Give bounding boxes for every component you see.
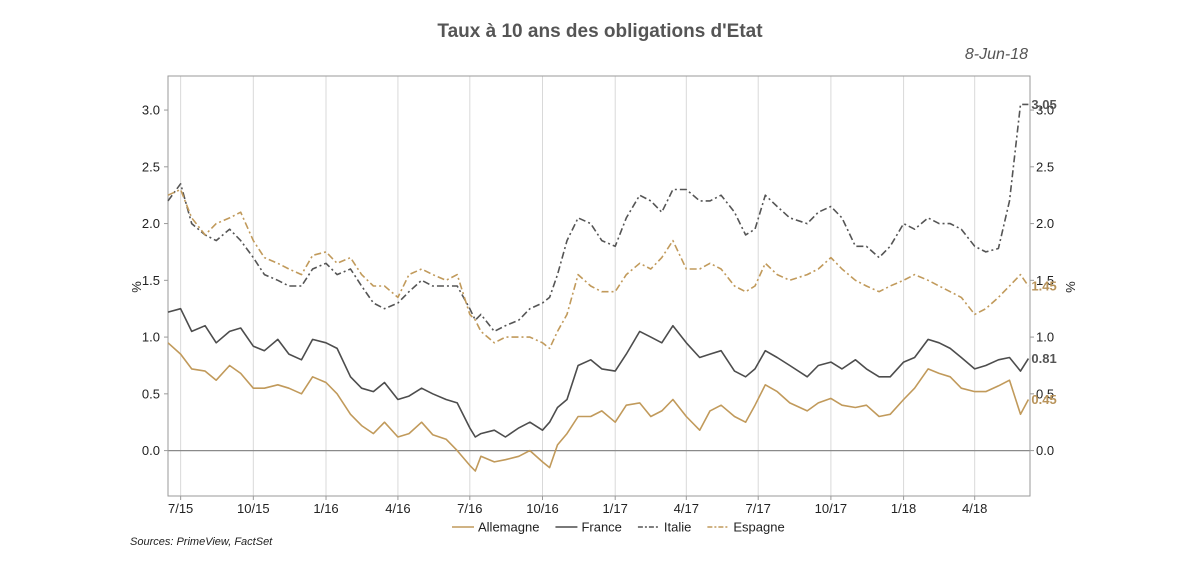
y-tick-label-right: 3.0: [1036, 103, 1054, 118]
series-line-allemagne: [167, 342, 1030, 472]
gridlines: [180, 76, 976, 496]
x-tick-label: 4/17: [674, 501, 699, 516]
plot-frame: [167, 75, 1031, 497]
x-tick-label: 10/15: [237, 501, 270, 516]
y-tick-label-left: 2.0: [142, 216, 160, 231]
legend: Allemagne France Italie Espagne: [452, 520, 785, 535]
legend-label-espagne: Espagne: [733, 520, 784, 535]
x-tick-label: 10/16: [526, 501, 559, 516]
series-line-italie: [167, 103, 1029, 333]
y-tick-label-left: 1.5: [142, 273, 160, 288]
x-tick-label: 4/16: [385, 501, 410, 516]
end-label-italie: 3.05: [1031, 97, 1056, 112]
y-tick-label-left: 1.0: [142, 330, 160, 345]
x-tick-label: 7/16: [457, 501, 482, 516]
y-tick-label-right: 1.0: [1036, 330, 1054, 345]
x-tick-label: 4/18: [962, 501, 987, 516]
x-tick-label: 10/17: [815, 501, 848, 516]
y-tick-label-right: 0.0: [1036, 443, 1054, 458]
y-tick-label-left: 2.5: [142, 159, 160, 174]
y-axis-label-right: %: [1063, 281, 1078, 293]
series-layer: [167, 103, 1030, 472]
series-line-france: [167, 307, 1030, 438]
y-tick-label-right: 2.5: [1036, 159, 1054, 174]
chart-date: 8-Jun-18: [965, 46, 1028, 63]
y-tick-label-right: 1.5: [1036, 273, 1054, 288]
legend-label-italie: Italie: [664, 520, 691, 535]
y-tick-label-right: 2.0: [1036, 216, 1054, 231]
y-tick-label-left: 3.0: [142, 103, 160, 118]
x-tick-label: 1/18: [891, 501, 916, 516]
y-tick-label-left: 0.0: [142, 443, 160, 458]
source-note: Sources: PrimeView, FactSet: [130, 536, 273, 548]
chart-title: Taux à 10 ans des obligations d'Etat: [437, 21, 763, 42]
ticks-layer: 7/15 10/15 1/16 4/16 7/16 10/16 1/17 4/17 7/17 10…: [142, 103, 1054, 516]
y-axis-label-left: %: [129, 281, 144, 293]
y-tick-label-left: 0.5: [142, 386, 160, 401]
legend-label-france: France: [581, 520, 621, 535]
series-line-espagne: [167, 188, 1030, 350]
x-tick-label: 7/17: [746, 501, 771, 516]
y-tick-label-right: 0.5: [1036, 386, 1054, 401]
end-label-espagne: 1.45: [1031, 279, 1056, 294]
end-labels: 0.45 0.81 3.05 1.45: [1031, 97, 1056, 407]
end-label-france: 0.81: [1031, 351, 1056, 366]
x-tick-label: 1/17: [603, 501, 628, 516]
x-tick-label: 1/16: [313, 501, 338, 516]
legend-label-allemagne: Allemagne: [478, 520, 539, 535]
x-tick-label: 7/15: [168, 501, 193, 516]
end-label-allemagne: 0.45: [1031, 392, 1056, 407]
